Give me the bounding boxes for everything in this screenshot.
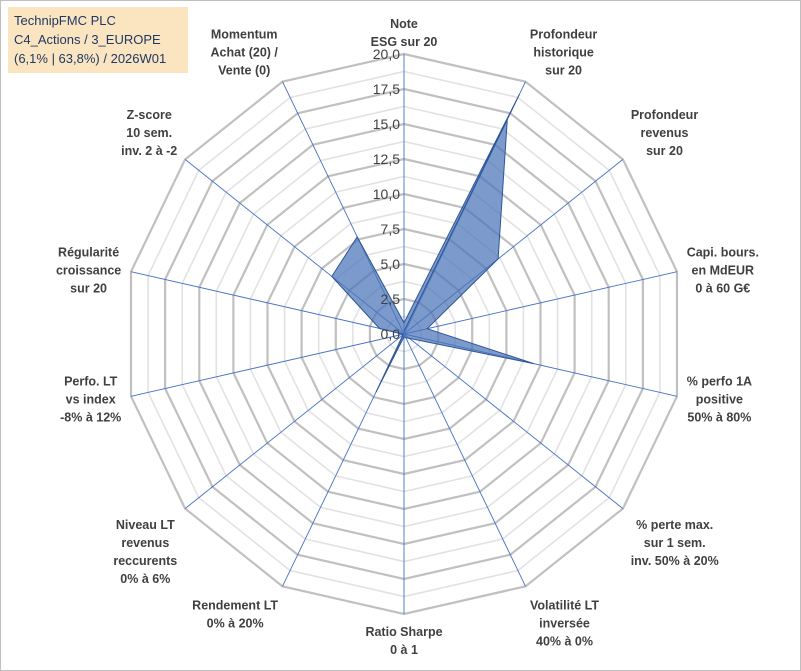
category-label-line: Z-score [127,108,172,122]
category-label-line: Profondeur [631,108,698,122]
category-label-line: 0% à 6% [120,572,170,586]
axis-spoke [130,333,405,397]
category-label-line: Régularité [58,246,119,260]
axis-spoke [403,271,678,335]
category-label-line: % perfo 1A [687,375,752,389]
category-label-text: Momentum Achat (20) / Vente (0) [211,28,279,78]
tick-label: 2,5 [381,291,401,307]
category-label-text: Ratio Sharpe 0 à 1 [365,625,442,657]
category-label-text: Note ESG sur 20 [371,17,438,49]
category-label-line: -8% à 12% [60,411,121,425]
company-name: TechnipFMC PLC [14,13,116,28]
axis-spoke [403,333,624,509]
category-label-line: historique [533,46,593,60]
category-label-line: sur 20 [646,144,683,158]
tick-layer: 0,0 2,5 5,0 7,5 10,0 12,5 15,0 17,5 20,0 [373,46,400,342]
category-label-text: Régularité croissance sur 20 [56,246,121,296]
category-label-line: Capi. bours. [687,246,759,260]
tick-label: 12,5 [373,151,400,167]
tick-label: 20,0 [373,46,400,62]
category-label: Niveau LT revenus reccurents 0% à 6% [113,518,177,586]
category-label-line: revenus [641,126,689,140]
category-label-text: Profondeur revenus sur 20 [631,108,698,158]
axis-spoke [130,271,405,335]
category-label: Z-score 10 sem. inv. 2 à -2 [121,108,177,158]
category-label: % perfo 1A positive 50% à 80% [687,375,752,425]
series-layer [331,94,534,393]
category-label-line: inv. 2 à -2 [121,144,177,158]
axis-spoke [184,333,405,509]
category-label: Note ESG sur 20 [371,17,438,49]
category-label: Volatilité LT inversée 40% à 0% [530,598,599,648]
category-label: Momentum Achat (20) / Vente (0) [211,28,279,78]
label-layer: Note ESG sur 20 Profondeur historique sur 20… [56,17,759,657]
category-label-line: 0% à 20% [207,616,264,630]
category-label-line: sur 20 [545,64,582,78]
category-label-line: Note [390,17,418,31]
category-label-line: revenus [121,536,169,550]
tick-label: 15,0 [373,116,400,132]
category-label-line: 10 sem. [126,126,172,140]
category-label-text: Niveau LT revenus reccurents 0% à 6% [113,518,177,586]
category-label-line: positive [696,393,743,407]
category-label-line: Profondeur [530,28,597,42]
category-label-text: Capi. bours. en MdEUR 0 à 60 G€ [687,246,759,296]
category-label-line: Momentum [211,28,278,42]
category-label-line: sur 20 [70,282,107,296]
category-label-line: Vente (0) [218,64,270,78]
category-label: Profondeur historique sur 20 [530,28,597,78]
category-label-line: croissance [56,264,121,278]
category-label-line: inversée [539,616,590,630]
category-label: Perfo. LT vs index -8% à 12% [60,375,121,425]
category-label-text: % perfo 1A positive 50% à 80% [687,375,752,425]
category-label-text: Perfo. LT vs index -8% à 12% [60,375,121,425]
category-label-line: inv. 50% à 20% [631,554,719,568]
category-label-text: % perte max. sur 1 sem. inv. 50% à 20% [631,518,719,568]
category-label-line: vs index [66,393,116,407]
category-label: % perte max. sur 1 sem. inv. 50% à 20% [631,518,719,568]
score-week: (6,1% | 63,8%) / 2026W01 [14,51,167,66]
category-path: C4_Actions / 3_EUROPE [14,32,161,47]
category-label-line: 0 à 1 [390,643,418,657]
category-label-line: Niveau LT [116,518,175,532]
category-label: Rendement LT 0% à 20% [192,598,278,630]
series-area [331,94,534,393]
category-label-line: ESG sur 20 [371,35,438,49]
tick-label: 17,5 [373,81,400,97]
category-label: Régularité croissance sur 20 [56,246,121,296]
category-label-text: Rendement LT 0% à 20% [192,598,278,630]
category-label-line: Ratio Sharpe [365,625,442,639]
category-label-line: Rendement LT [192,598,278,612]
category-label-text: Z-score 10 sem. inv. 2 à -2 [121,108,177,158]
category-label-line: en MdEUR [692,264,755,278]
tick-label: 5,0 [381,256,401,272]
category-label-line: 40% à 0% [536,634,593,648]
category-label: Capi. bours. en MdEUR 0 à 60 G€ [687,246,759,296]
category-label-line: 50% à 80% [687,411,751,425]
tick-label: 7,5 [381,221,401,237]
category-label-line: Perfo. LT [64,375,118,389]
category-label-line: reccurents [113,554,177,568]
category-label: Ratio Sharpe 0 à 1 [365,625,442,657]
category-label-line: Volatilité LT [530,598,599,612]
category-label-line: Achat (20) / [211,46,279,60]
category-label-text: Volatilité LT inversée 40% à 0% [530,598,599,648]
category-label: Profondeur revenus sur 20 [631,108,698,158]
tick-label: 0,0 [381,326,401,342]
category-label-line: sur 1 sem. [644,536,706,550]
tick-label: 10,0 [373,186,400,202]
axis-spoke [403,333,526,587]
category-label-text: Profondeur historique sur 20 [530,28,597,78]
info-box: TechnipFMC PLC C4_Actions / 3_EUROPE (6,… [8,7,188,73]
category-label-line: % perte max. [636,518,713,532]
category-label-line: 0 à 60 G€ [695,282,750,296]
